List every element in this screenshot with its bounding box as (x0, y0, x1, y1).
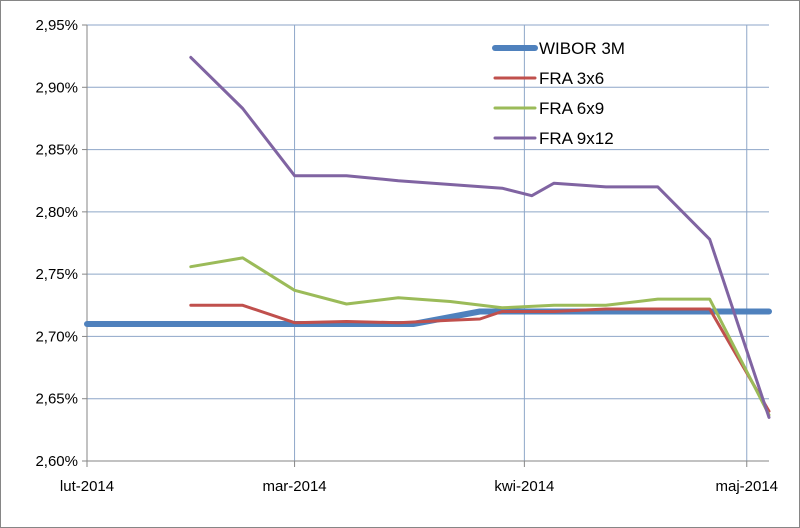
legend: WIBOR 3M FRA 3x6 FRA 6x9 FRA 9x12 (495, 39, 625, 148)
series-lines (87, 57, 769, 417)
x-tick-label: maj-2014 (715, 478, 778, 495)
y-tick-label: 2,70% (35, 328, 78, 345)
y-tick-label: 2,85% (35, 142, 78, 159)
x-tick-label: mar-2014 (262, 478, 326, 495)
y-tick-label: 2,95% (35, 17, 78, 34)
legend-label-fra-9x12: FRA 9x12 (539, 129, 614, 148)
series-line-fra-9x12 (191, 57, 769, 417)
x-tick-label: lut-2014 (60, 478, 114, 495)
gridlines (87, 25, 769, 461)
y-tick-label: 2,65% (35, 391, 78, 408)
legend-label-fra-6x9: FRA 6x9 (539, 99, 604, 118)
y-tick-label: 2,60% (35, 453, 78, 470)
y-tick-label: 2,80% (35, 204, 78, 221)
axes: 2,60% 2,65% 2,70% 2,75% 2,80% 2,85% 2,90% 2,95%… (35, 17, 778, 495)
legend-label-wibor-3m: WIBOR 3M (539, 39, 625, 58)
y-tick-label: 2,90% (35, 79, 78, 96)
x-tick-label: kwi-2014 (494, 478, 554, 495)
chart-frame: 2,60% 2,65% 2,70% 2,75% 2,80% 2,85% 2,90% 2,95%… (0, 0, 800, 528)
line-chart: 2,60% 2,65% 2,70% 2,75% 2,80% 2,85% 2,90% 2,95%… (1, 1, 799, 527)
legend-label-fra-3x6: FRA 3x6 (539, 69, 604, 88)
y-tick-label: 2,75% (35, 266, 78, 283)
